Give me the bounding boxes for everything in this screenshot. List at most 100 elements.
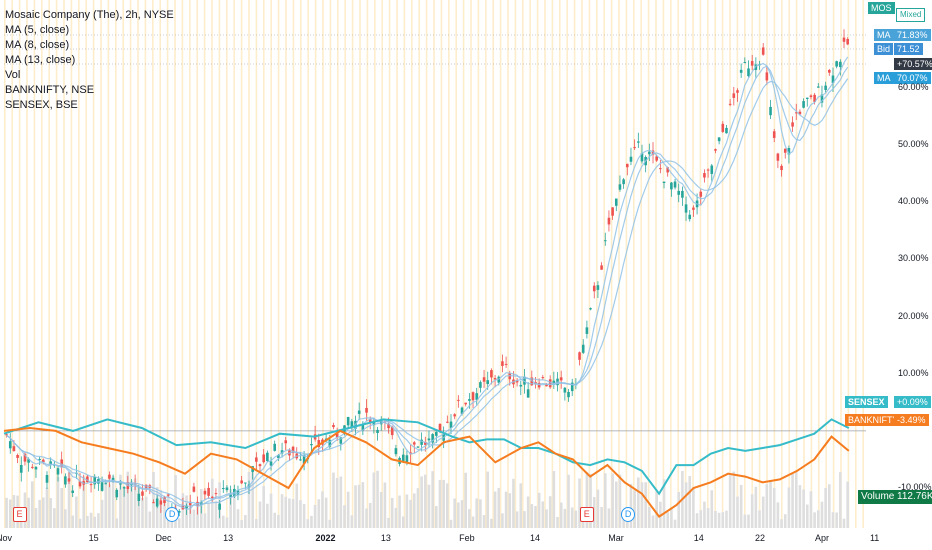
candle-body (449, 421, 453, 428)
candle-body (508, 373, 512, 380)
volume-bar (137, 487, 141, 528)
volume-bar (420, 476, 423, 528)
symbol-badge: MOS (868, 2, 895, 14)
candle-body (783, 148, 787, 153)
y-tick-label: -10.00% (898, 482, 932, 492)
volume-bar (75, 496, 78, 528)
candle-body (152, 502, 155, 504)
candle-body (177, 510, 181, 513)
dividend-marker-icon[interactable]: D (621, 507, 636, 522)
candle-body (71, 490, 74, 493)
candle-body (457, 399, 460, 401)
candle-body (255, 457, 258, 462)
volume-bar (82, 476, 86, 528)
session-band (255, 0, 258, 528)
volume-bar (64, 509, 67, 528)
candle-body (739, 69, 743, 73)
legend-banknifty[interactable]: BANKNIFTY, NSE (5, 84, 95, 96)
session-band (707, 0, 709, 528)
scale-mode-button[interactable]: Mixed (896, 8, 926, 22)
legend-ma-8[interactable]: MA (8, close) (5, 39, 70, 51)
volume-bar (732, 471, 736, 528)
volume-bar (816, 510, 820, 528)
volume-bar (798, 485, 802, 528)
volume-bar (247, 471, 251, 528)
candle-body (394, 448, 398, 455)
candle-body (637, 141, 640, 143)
candle-body (475, 393, 479, 400)
candle-body (372, 420, 376, 426)
x-tick-label: 13 (380, 533, 391, 543)
volume-bar (196, 506, 199, 528)
volume-bar (486, 471, 490, 528)
session-band (773, 0, 776, 528)
volume-tag-value: 112.76K (894, 490, 932, 504)
volume-bar (361, 482, 365, 528)
y-tick-label: 10.00% (898, 367, 929, 378)
candle-body (30, 466, 34, 468)
volume-bar (765, 484, 769, 528)
candle-body (626, 163, 629, 168)
session-band (766, 0, 768, 528)
session-band (26, 0, 28, 528)
session-bands (4, 0, 864, 528)
legend-sensex[interactable]: SENSEX, BSE (5, 99, 78, 111)
volume-bars (5, 470, 849, 528)
candle-body (368, 419, 372, 423)
volume-bar (280, 494, 284, 528)
volume-bar (390, 497, 394, 528)
legend-ma-5[interactable]: MA (5, close) (5, 24, 70, 36)
candle-body (104, 483, 108, 485)
candle-body (339, 437, 343, 444)
volume-bar (435, 506, 438, 528)
earnings-marker-icon[interactable]: E (12, 507, 27, 522)
legend-symbol[interactable]: Mosaic Company (The), 2h, NYSE (5, 9, 174, 21)
volume-bar (622, 519, 625, 528)
session-band (144, 0, 147, 528)
candle-body (115, 489, 119, 498)
candle-body (563, 387, 567, 393)
volume-bar (34, 508, 38, 528)
session-band (758, 0, 761, 528)
volume-bar (313, 504, 317, 528)
session-band (366, 0, 369, 528)
session-band (226, 0, 228, 528)
session-band (729, 0, 731, 528)
candle-body (416, 446, 420, 448)
volume-bar (446, 483, 449, 528)
volume-bar (482, 515, 486, 528)
session-band (174, 0, 176, 528)
volume-bar (637, 477, 640, 528)
candle-body (581, 344, 585, 353)
bid-tag-label: Bid (874, 43, 894, 55)
candle-body (714, 149, 717, 151)
dividend-marker-icon[interactable]: D (165, 507, 180, 522)
session-band (344, 0, 346, 528)
volume-bar (177, 518, 181, 528)
session-band (514, 0, 517, 528)
x-tick-label: 14 (693, 533, 704, 543)
candle-body (240, 480, 243, 484)
volume-bar (365, 508, 368, 528)
volume-bar (842, 518, 846, 528)
candle-body (816, 86, 820, 88)
volume-bar (820, 501, 824, 528)
candle-body (479, 382, 482, 388)
candle-body (244, 482, 247, 484)
legend-ma-13[interactable]: MA (13, close) (5, 54, 76, 66)
session-band (640, 0, 642, 528)
y-tick-label: 20.00% (898, 310, 929, 321)
candle-body (435, 431, 438, 436)
session-band (18, 0, 21, 528)
candle-body (38, 458, 41, 460)
volume-bar (460, 500, 464, 528)
candle-body (335, 433, 339, 438)
candle-body (379, 419, 383, 425)
candle-body (299, 459, 302, 461)
candle-body (776, 153, 780, 161)
earnings-marker-icon[interactable]: E (579, 507, 594, 522)
legend-volume[interactable]: Vol (5, 69, 21, 81)
volume-bar (805, 504, 809, 528)
volume-bar (368, 502, 372, 528)
